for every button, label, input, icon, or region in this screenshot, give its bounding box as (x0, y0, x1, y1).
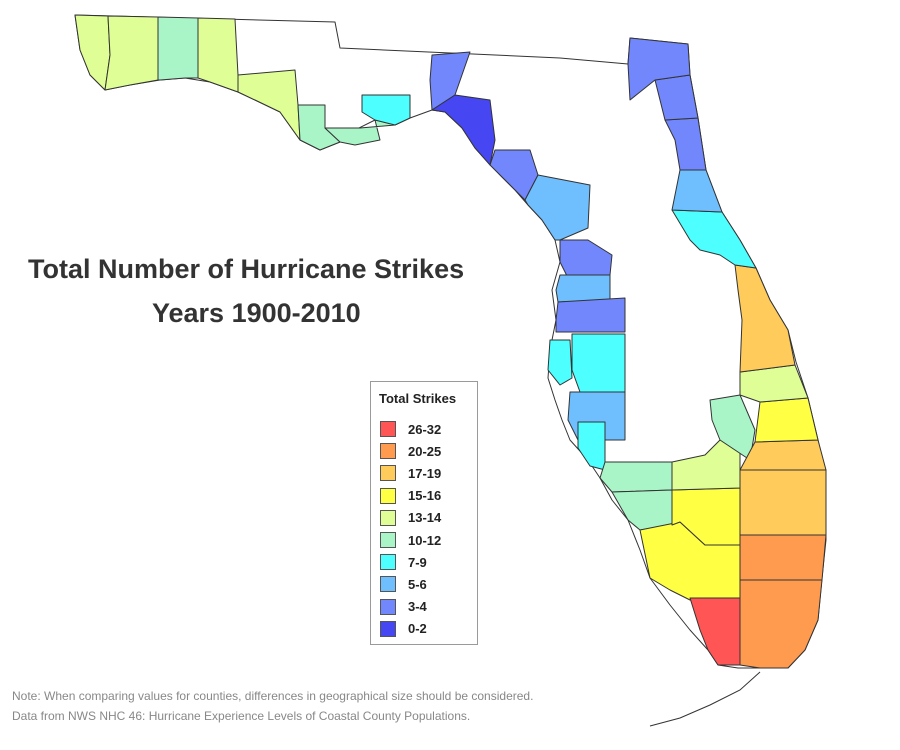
legend-item: 5-6 (380, 575, 427, 593)
legend-swatch (380, 598, 396, 615)
county-franklin (324, 119, 396, 146)
county-charlotte (599, 461, 673, 493)
legend-item: 20-25 (380, 442, 441, 460)
county-hernando (555, 274, 611, 303)
legend: Total Strikes 26-32 20-25 17-19 15-16 13-14 1… (370, 381, 478, 645)
legend-swatch (380, 465, 396, 482)
legend-item: 0-2 (380, 620, 427, 638)
legend-label: 10-12 (408, 532, 442, 548)
legend-item: 10-12 (380, 531, 441, 549)
legend-swatch (380, 421, 396, 437)
legend-item: 13-14 (380, 509, 441, 527)
county-wakulla (361, 94, 411, 126)
legend-label: 15-16 (408, 488, 442, 504)
legend-swatch (380, 620, 396, 637)
legend-item: 15-16 (380, 487, 441, 505)
county-nassau (627, 37, 691, 101)
county-levy (524, 174, 591, 241)
legend-label: 3-4 (408, 599, 427, 615)
legend-label: 20-25 (408, 443, 442, 459)
legend-item: 17-19 (380, 464, 441, 482)
legend-label: 0-2 (408, 621, 427, 637)
legend-item: 7-9 (380, 553, 427, 571)
county-escambia (74, 14, 111, 91)
county-st-lucie (754, 397, 819, 443)
legend-swatch (380, 509, 396, 526)
legend-label: 5-6 (408, 576, 427, 592)
county-taylor (431, 94, 496, 166)
map-title: Total Number of Hurricane Strikes (28, 254, 465, 284)
legend-label: 13-14 (408, 510, 442, 526)
county-bay (237, 69, 301, 141)
map-subtitle: Years 1900-2010 (152, 298, 361, 328)
county-miami-dade (739, 579, 823, 669)
legend-swatch (380, 443, 396, 460)
legend-swatch (380, 532, 396, 548)
legend-label: 17-19 (408, 465, 442, 481)
source-text: Data from NWS NHC 46: Hurricane Experien… (12, 709, 471, 723)
legend-title: Total Strikes (379, 391, 457, 406)
legend-item: 26-32 (380, 420, 441, 438)
county-pinellas (547, 339, 573, 386)
legend-label: 26-32 (408, 421, 442, 437)
county-hillsborough (571, 333, 626, 393)
county-volusia (671, 209, 757, 269)
legend-label: 7-9 (408, 554, 427, 570)
county-broward (739, 534, 827, 581)
legend-item: 3-4 (380, 598, 427, 616)
county-pasco (555, 297, 626, 333)
county-dixie (489, 149, 539, 201)
county-okaloosa (157, 16, 199, 81)
legend-swatch (380, 554, 396, 571)
county-flagler (671, 169, 723, 213)
county-brevard (734, 264, 796, 373)
florida-keys (649, 671, 761, 727)
county-palm-beach (739, 469, 827, 536)
county-sarasota (577, 421, 606, 471)
legend-swatch (380, 576, 396, 593)
county-santa-rosa (104, 15, 159, 91)
note-text: Note: When comparing values for counties… (12, 689, 534, 703)
legend-swatch (380, 487, 396, 504)
